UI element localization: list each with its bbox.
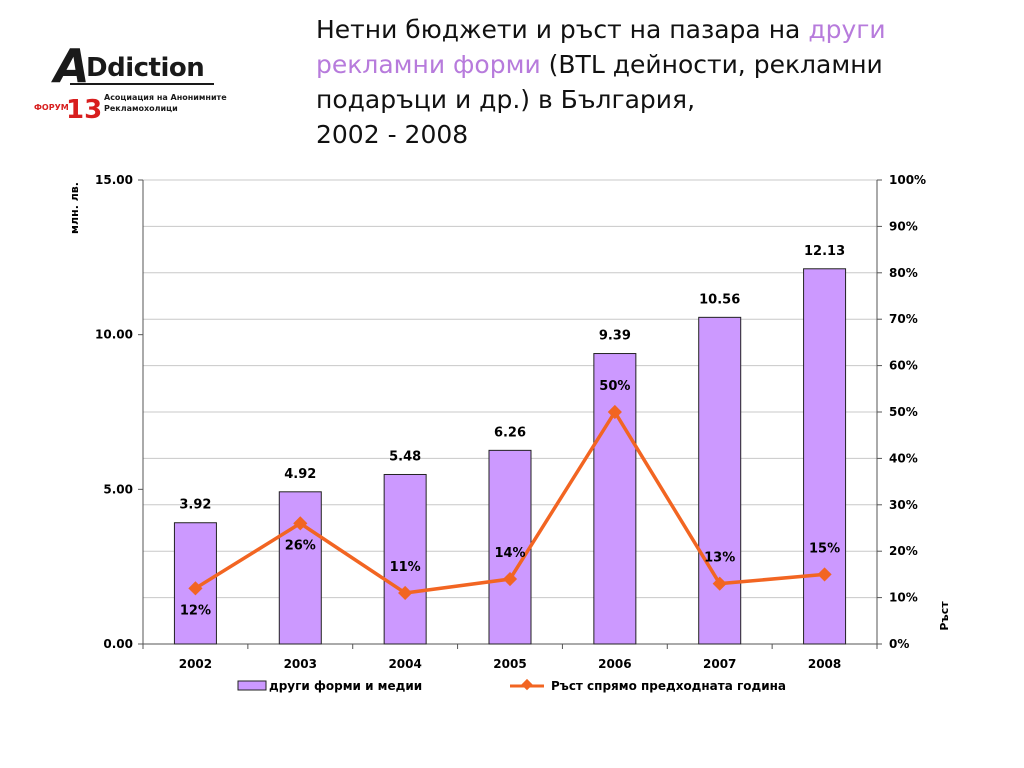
y2-axis-title: Ръст [938, 601, 951, 631]
y-tick-label: 5.00 [103, 482, 133, 496]
growth-point [293, 516, 308, 531]
growth-value-label: 26% [285, 538, 316, 553]
combo-chart: 0.00 5.00 10.00 15.00 0% 10% 20% 30% 40% 50% 60% 70… [68, 173, 951, 693]
growth-point [502, 571, 518, 587]
bar [383, 473, 427, 645]
growth-point [188, 581, 203, 596]
legend-bar-label: други форми и медии [269, 679, 422, 693]
growth-value-label: 15% [809, 541, 840, 556]
title-part1: Нетни бюджети и ръст на пазара на [316, 15, 809, 44]
bar [593, 353, 637, 645]
bar-value-label: 5.48 [389, 449, 421, 464]
x-tick-label: 2003 [284, 657, 317, 671]
growth-point [817, 567, 832, 582]
y2-tick-label: 20% [889, 544, 918, 558]
x-tick-label: 2005 [493, 657, 526, 671]
growth-value-label: 14% [494, 546, 525, 561]
y-tick-label: 15.00 [95, 173, 133, 187]
addiction-logo: A Ddiction ФОРУМ 13 Асоциация на Анонимн… [30, 38, 260, 128]
x-tick-label: 2008 [808, 657, 841, 671]
x-tick-label: 2002 [179, 657, 212, 671]
y2-tick-label: 100% [889, 173, 926, 187]
logo-graphic: A Ddiction ФОРУМ 13 Асоциация на Анонимн… [34, 39, 227, 125]
x-tick-label: 2004 [388, 657, 421, 671]
y-tick-label: 10.00 [95, 328, 133, 342]
forum-label: ФОРУМ [34, 103, 69, 112]
growth-value-label: 12% [180, 603, 211, 618]
logo-wordmark: Ddiction [86, 53, 204, 83]
legend-bar-swatch [237, 680, 267, 691]
bar-value-label: 3.92 [179, 498, 211, 513]
bar-value-label: 4.92 [284, 467, 316, 482]
title-accent-1: други [808, 15, 886, 44]
legend-line-marker [521, 678, 533, 691]
page-title: Нетни бюджети и ръст на пазара на други … [316, 12, 996, 152]
title-part2: (BTL дейности, рекламни подаръци и др.) … [316, 50, 883, 114]
bar [488, 449, 532, 645]
growth-point [398, 585, 413, 601]
forum-number: 13 [66, 95, 102, 125]
bar [803, 268, 847, 645]
bar-value-label: 12.13 [804, 244, 845, 259]
x-tick-label: 2006 [598, 657, 631, 671]
y-axis-title: млн. лв. [68, 182, 81, 234]
x-tick-label: 2007 [703, 657, 736, 671]
title-years: 2002 - 2008 [316, 120, 469, 149]
growth-value-label: 13% [704, 551, 735, 566]
growth-value-label: 11% [390, 560, 421, 575]
y2-tick-label: 80% [889, 266, 918, 280]
y2-tick-label: 10% [889, 591, 918, 605]
bar [698, 316, 742, 645]
y2-tick-label: 90% [889, 219, 918, 233]
y2-tick-label: 0% [889, 637, 909, 651]
y2-tick-label: 40% [889, 451, 918, 465]
org-name-line2: Рекламохолици [104, 104, 178, 113]
bar-value-label: 10.56 [699, 292, 740, 307]
y2-tick-label: 60% [889, 359, 918, 373]
bar [278, 491, 322, 645]
bar-value-label: 9.39 [599, 329, 631, 344]
title-accent-2: рекламни форми [316, 50, 541, 79]
legend-line-label: Ръст спрямо предходната година [551, 679, 786, 693]
y2-tick-label: 50% [889, 405, 918, 419]
y2-tick-label: 30% [889, 498, 918, 512]
bar-value-label: 6.26 [494, 425, 526, 440]
y-tick-label: 0.00 [103, 637, 133, 651]
y2-tick-label: 70% [889, 312, 918, 326]
growth-point [712, 576, 727, 591]
growth-point [607, 404, 622, 420]
growth-value-label: 50% [599, 379, 630, 394]
org-name-line1: Асоциация на Анонимните [104, 93, 227, 102]
